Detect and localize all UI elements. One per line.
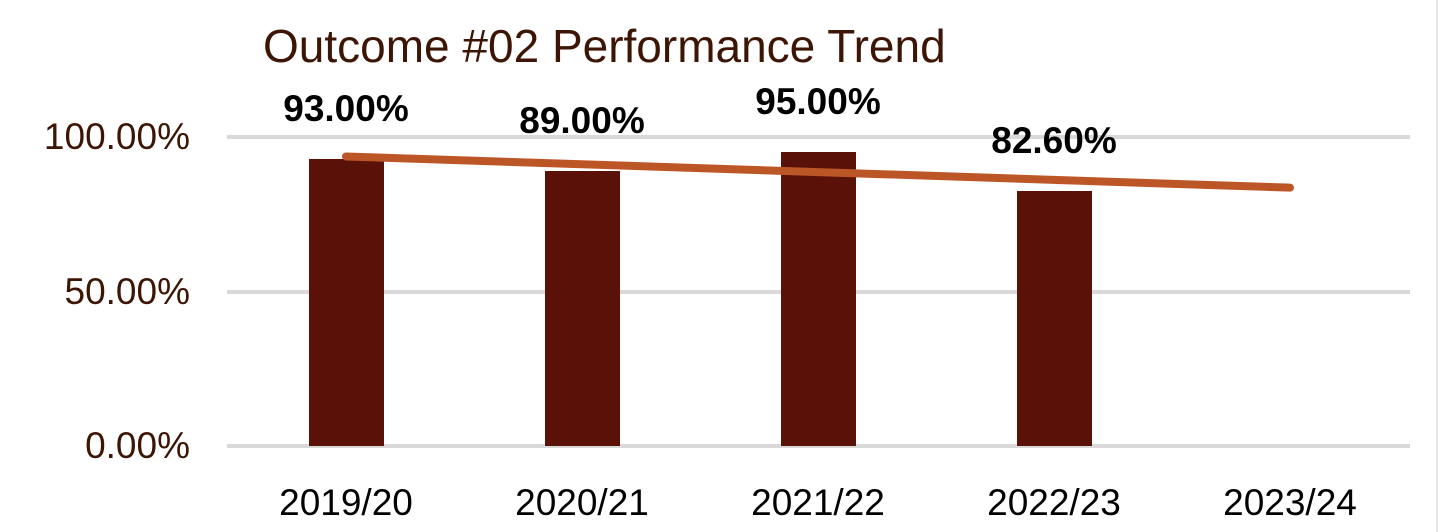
data-label: 89.00% — [519, 99, 645, 141]
data-label: 95.00% — [755, 81, 881, 123]
gridline — [227, 135, 1410, 139]
bar-2021/22 — [780, 152, 856, 446]
x-axis-tick-label: 2022/23 — [987, 482, 1121, 523]
y-axis-tick-label: 50.00% — [64, 270, 191, 312]
x-axis-tick-label: 2020/21 — [515, 482, 649, 523]
x-axis-tick-label: 2021/22 — [751, 482, 885, 523]
data-label: 93.00% — [283, 87, 409, 129]
y-axis-tick-label: 0.00% — [85, 425, 190, 466]
x-axis-tick-label: 2023/24 — [1223, 482, 1357, 523]
data-label: 82.60% — [991, 119, 1117, 161]
right-edge-line — [1436, 0, 1438, 532]
bar-2020/21 — [544, 170, 620, 446]
bar-2022/23 — [1016, 190, 1092, 446]
x-axis-tick-label: 2019/20 — [279, 482, 413, 523]
gridline — [227, 444, 1410, 448]
y-axis-tick-label: 100.00% — [43, 116, 190, 157]
bar-2019/20 — [308, 158, 384, 446]
chart-title: Outcome #02 Performance Trend — [263, 20, 946, 72]
